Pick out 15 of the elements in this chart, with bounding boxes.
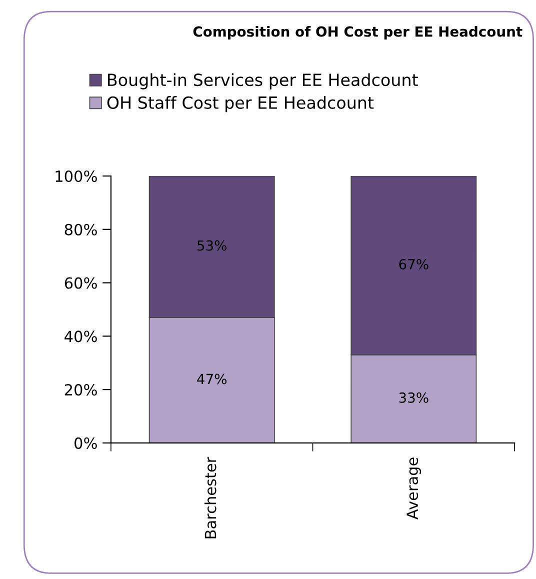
y-tick-label: 60% — [64, 277, 97, 289]
y-tick-label: 100% — [56, 170, 97, 182]
data-label: 67% — [399, 258, 428, 270]
legend-label: OH Staff Cost per EE Headcount — [107, 96, 374, 112]
y-tick-label: 80% — [64, 224, 97, 236]
data-label: 47% — [197, 374, 227, 384]
x-tick-label: Average — [406, 458, 422, 520]
legend-label: Bought-in Services per EE Headcount — [108, 73, 418, 90]
y-tick-label: 40% — [64, 330, 97, 342]
data-label: 33% — [399, 392, 428, 403]
y-tick-label: 0% — [74, 437, 97, 449]
x-tick-label: Barchester — [204, 456, 216, 538]
y-tick-label: 20% — [64, 384, 97, 396]
chart-title: Composition of OH Cost per EE Headcount — [193, 26, 522, 40]
data-label: 53% — [197, 240, 227, 251]
